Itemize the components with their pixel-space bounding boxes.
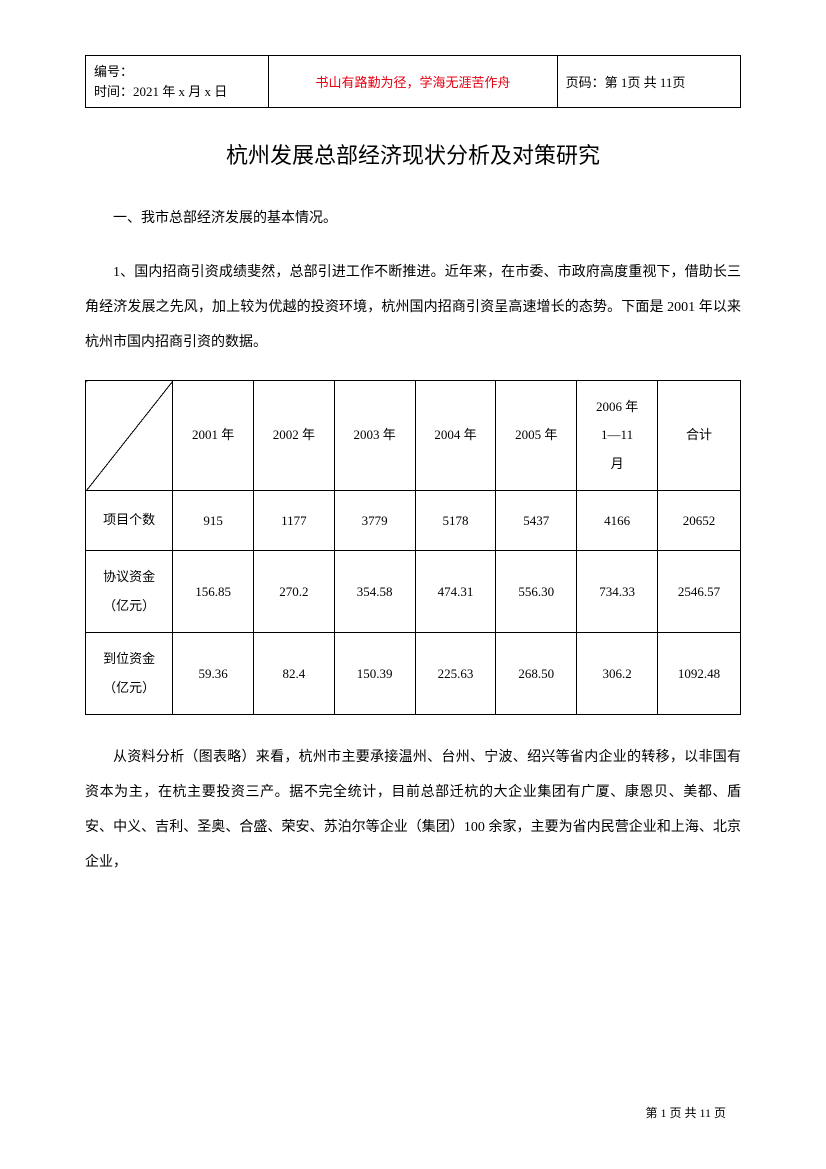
- row-label-projects: 项目个数: [86, 491, 173, 551]
- section-heading-1: 一、我市总部经济发展的基本情况。: [85, 205, 741, 233]
- time-value: 2021 年 x 月 x 日: [133, 84, 227, 99]
- cell: 150.39: [334, 633, 415, 715]
- cell: 225.63: [415, 633, 496, 715]
- header-right-cell: 页码：第 1页 共 11页: [557, 56, 740, 108]
- col-header-2001: 2001 年: [173, 381, 254, 491]
- col-header-2003: 2003 年: [334, 381, 415, 491]
- header-motto: 书山有路勤为径，学海无涯苦作舟: [315, 75, 510, 90]
- header-table: 编号： 时间：2021 年 x 月 x 日 书山有路勤为径，学海无涯苦作舟 页码…: [85, 55, 741, 108]
- row-label-agreement: 协议资金（亿元）: [86, 551, 173, 633]
- cell: 556.30: [496, 551, 577, 633]
- table-row: 到位资金（亿元） 59.36 82.4 150.39 225.63 268.50…: [86, 633, 741, 715]
- cell: 4166: [577, 491, 658, 551]
- cell: 1092.48: [657, 633, 740, 715]
- paragraph-2: 从资料分析（图表略）来看，杭州市主要承接温州、台州、宁波、绍兴等省内企业的转移，…: [85, 740, 741, 880]
- cell: 915: [173, 491, 254, 551]
- document-page: 编号： 时间：2021 年 x 月 x 日 书山有路勤为径，学海无涯苦作舟 页码…: [0, 0, 826, 948]
- table-header-row: 2001 年 2002 年 2003 年 2004 年 2005 年 2006 …: [86, 381, 741, 491]
- col-header-2006: 2006 年1—11月: [577, 381, 658, 491]
- cell: 3779: [334, 491, 415, 551]
- col-header-2002: 2002 年: [253, 381, 334, 491]
- cell: 306.2: [577, 633, 658, 715]
- docid-label: 编号：: [94, 64, 133, 79]
- cell: 59.36: [173, 633, 254, 715]
- cell: 5437: [496, 491, 577, 551]
- cell: 354.58: [334, 551, 415, 633]
- time-label: 时间：: [94, 84, 133, 99]
- page-label: 页码：: [566, 75, 605, 90]
- cell: 82.4: [253, 633, 334, 715]
- cell: 1177: [253, 491, 334, 551]
- header-motto-cell: 书山有路勤为径，学海无涯苦作舟: [269, 56, 557, 108]
- header-left-cell: 编号： 时间：2021 年 x 月 x 日: [86, 56, 269, 108]
- cell: 474.31: [415, 551, 496, 633]
- col-header-2004: 2004 年: [415, 381, 496, 491]
- cell: 2546.57: [657, 551, 740, 633]
- table-row: 项目个数 915 1177 3779 5178 5437 4166 20652: [86, 491, 741, 551]
- paragraph-1: 1、国内招商引资成绩斐然，总部引进工作不断推进。近年来，在市委、市政府高度重视下…: [85, 255, 741, 360]
- document-title: 杭州发展总部经济现状分析及对策研究: [85, 138, 741, 170]
- cell: 20652: [657, 491, 740, 551]
- col-header-2005: 2005 年: [496, 381, 577, 491]
- cell: 268.50: [496, 633, 577, 715]
- row-label-received: 到位资金（亿元）: [86, 633, 173, 715]
- cell: 734.33: [577, 551, 658, 633]
- col-header-total: 合计: [657, 381, 740, 491]
- table-corner-cell: [86, 381, 173, 491]
- table-row: 协议资金（亿元） 156.85 270.2 354.58 474.31 556.…: [86, 551, 741, 633]
- investment-data-table: 2001 年 2002 年 2003 年 2004 年 2005 年 2006 …: [85, 380, 741, 715]
- page-footer: 第 1 页 共 11 页: [645, 1104, 726, 1121]
- cell: 156.85: [173, 551, 254, 633]
- page-value: 第 1页 共 11页: [605, 75, 686, 90]
- cell: 5178: [415, 491, 496, 551]
- cell: 270.2: [253, 551, 334, 633]
